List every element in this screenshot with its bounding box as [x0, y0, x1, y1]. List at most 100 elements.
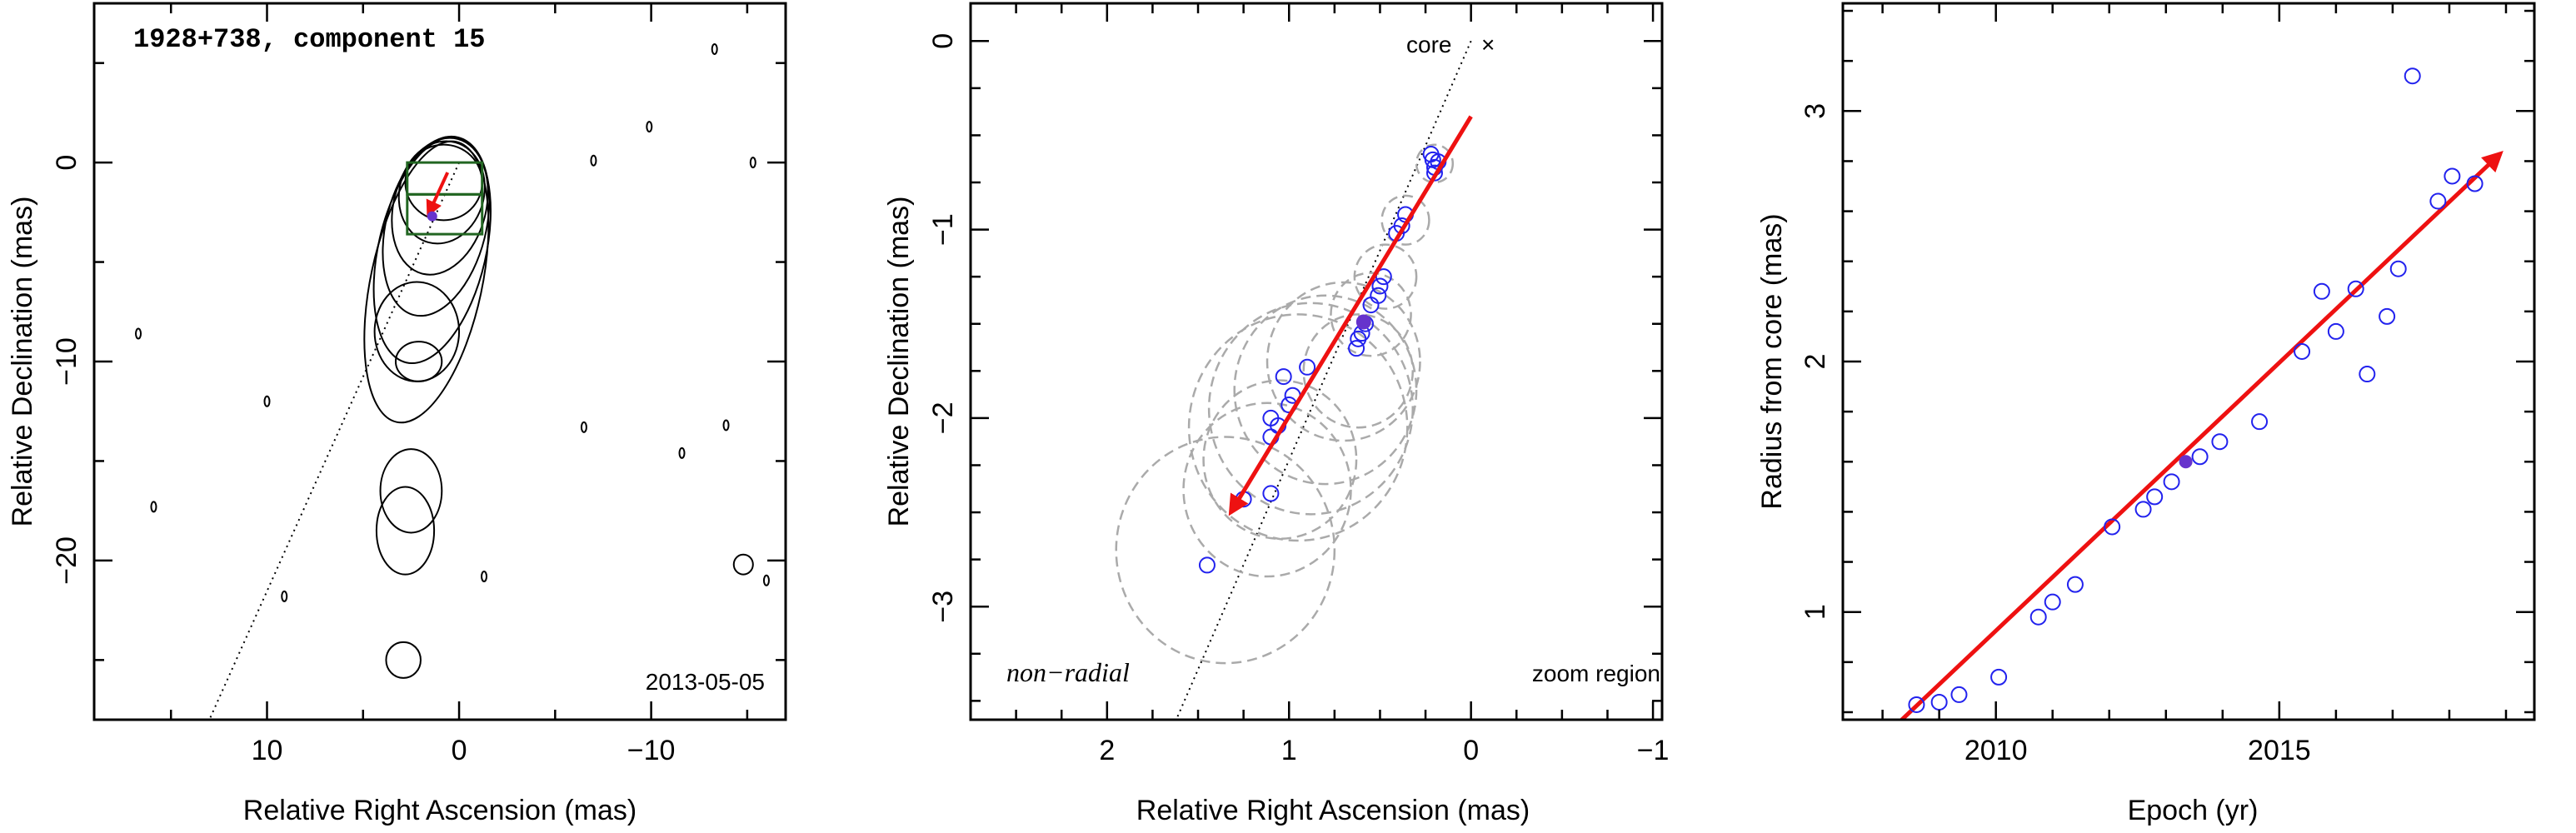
- zoom-y-tick-label: 0: [927, 33, 959, 49]
- zoom-x-tick-label: 2: [1099, 735, 1115, 766]
- contour-speck: [749, 157, 756, 169]
- contour-speck: [678, 446, 686, 459]
- radius-point: [2379, 307, 2396, 325]
- radius-point: [2211, 433, 2229, 451]
- zoom-y-tick-label: −3: [927, 591, 959, 623]
- radius-point: [2404, 67, 2421, 85]
- map-x-tick-label: 10: [252, 735, 283, 766]
- radius-y-tick-label: 2: [1800, 354, 1831, 370]
- radius-point: [2294, 342, 2311, 360]
- component-size-circle: [1330, 272, 1412, 357]
- radius-point: [2389, 260, 2407, 277]
- contour-line: [394, 341, 443, 382]
- radius-point: [2146, 488, 2164, 506]
- radius-x-axis-label: Epoch (yr): [2128, 795, 2259, 826]
- component-size-circle: [1233, 294, 1418, 486]
- component-position-point: [1262, 485, 1280, 502]
- radius-highlight-point: [2179, 455, 2193, 469]
- map-y-tick-label: −20: [51, 536, 82, 585]
- radius-point: [1908, 696, 1925, 713]
- radius-x-tick-label: 2010: [1964, 735, 2028, 766]
- contour-line: [391, 137, 489, 276]
- component-size-circle: [1415, 143, 1455, 184]
- radius-point: [2104, 518, 2121, 536]
- radius-point: [2251, 413, 2269, 431]
- radius-point: [2429, 192, 2447, 210]
- map-y-axis-label: Relative Declination (mas): [7, 197, 38, 527]
- contour-speck: [135, 327, 142, 340]
- map-title: 1928+738, component 15: [133, 24, 485, 55]
- radius-point: [2066, 576, 2084, 593]
- radius-y-tick-label: 1: [1800, 604, 1831, 620]
- contour-line: [373, 281, 461, 382]
- radius-y-tick-label: 3: [1800, 103, 1831, 119]
- contour-line: [385, 641, 422, 679]
- contour-speck: [580, 421, 587, 433]
- component-position-point: [1348, 340, 1365, 357]
- zoom-y-tick-label: −1: [927, 213, 959, 246]
- contour-speck: [711, 42, 718, 55]
- map-component-marker: [427, 211, 437, 222]
- core-marker-icon: ×: [1481, 32, 1495, 57]
- radius-x-tick-label: 2015: [2248, 735, 2311, 766]
- core-label: core: [1406, 32, 1451, 57]
- map-velocity-arrow: [426, 172, 450, 217]
- map-y-tick-label: −10: [51, 337, 82, 386]
- component-size-circle: [1202, 379, 1358, 540]
- radius-point: [2466, 175, 2484, 192]
- component-position-point: [1262, 409, 1280, 426]
- radius-point: [2044, 593, 2061, 611]
- component-size-circle: [1266, 281, 1421, 442]
- component-size-circle: [1207, 302, 1415, 516]
- contour-line: [375, 486, 436, 576]
- contour-line: [363, 140, 490, 424]
- zoom-y-axis-label: Relative Declination (mas): [883, 197, 915, 527]
- zoom-x-tick-label: 0: [1463, 735, 1479, 766]
- zoom-velocity-arrow: [1228, 115, 1473, 516]
- contour-speck: [281, 590, 288, 602]
- component-size-circle: [1187, 313, 1409, 542]
- map-date-label: 2013-05-05: [646, 669, 765, 695]
- non-radial-label: non−radial: [1006, 657, 1130, 687]
- radius-point: [2191, 448, 2209, 466]
- contour-speck: [646, 121, 653, 133]
- panel-radius-frame: [1841, 2, 2536, 721]
- radius-point: [2359, 366, 2376, 383]
- jet-direction-line: [208, 162, 460, 720]
- panel-zoom-frame: [969, 2, 1664, 721]
- radius-point: [2327, 322, 2344, 340]
- contour-speck: [150, 501, 157, 513]
- radius-y-axis-label: Radius from core (mas): [1756, 213, 1788, 509]
- panel-zoom: 2 1 0 −1 0 −1 −2 −3 core × non−radial zoom regi…: [883, 2, 1670, 826]
- radius-point: [2134, 501, 2152, 518]
- radius-point: [2029, 608, 2047, 626]
- contour-speck: [590, 154, 597, 167]
- component-size-circle: [1182, 402, 1352, 578]
- component-position-point: [1371, 277, 1389, 295]
- panel-map-frame: [92, 2, 787, 721]
- zoom-region-label: zoom region: [1532, 661, 1660, 686]
- radius-point: [1990, 668, 2008, 686]
- component-position-point: [1362, 297, 1380, 314]
- component-size-circle: [1302, 313, 1415, 429]
- contour-speck: [762, 574, 770, 586]
- contour-speck: [481, 571, 488, 582]
- component-size-circle: [1115, 436, 1336, 665]
- zoom-x-tick-label: −1: [1637, 735, 1670, 766]
- radius-point: [2313, 282, 2330, 300]
- component-position-point: [1350, 330, 1367, 347]
- component-size-circle: [1380, 194, 1430, 246]
- zoom-direction-line: [1175, 40, 1472, 720]
- component-position-point: [1425, 164, 1443, 182]
- radius-point: [1930, 693, 1948, 711]
- map-y-tick-label: 0: [51, 155, 82, 171]
- radius-fit-arrow: [1899, 150, 2504, 720]
- zoom-x-tick-label: 1: [1281, 735, 1297, 766]
- contour-speck: [722, 419, 730, 431]
- contour-line: [379, 448, 443, 534]
- zoom-y-tick-label: −2: [927, 402, 959, 435]
- map-x-tick-label: 0: [452, 735, 467, 766]
- zoom-highlight-point: [1355, 314, 1371, 330]
- component-position-point: [1275, 368, 1292, 386]
